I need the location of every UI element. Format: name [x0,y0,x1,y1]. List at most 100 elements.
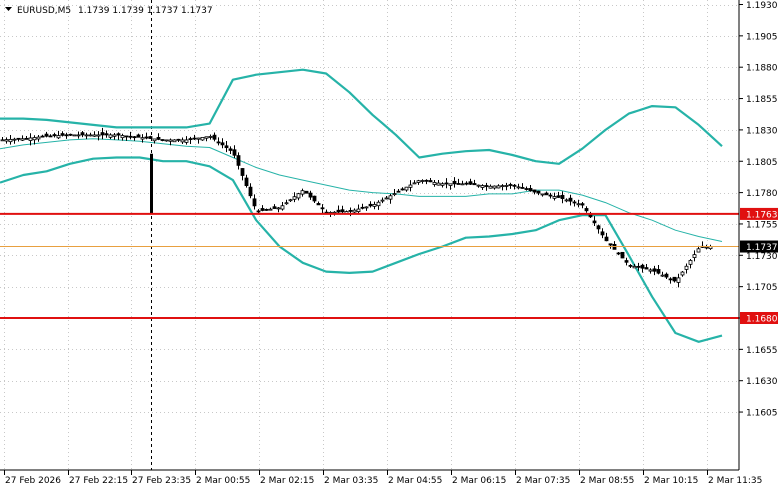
y-tick-label: 1.1905 [746,32,778,42]
candle-bull [288,199,293,202]
candle-bear [604,236,609,242]
candle-bear [464,182,469,185]
level-labels: 1.1763 1.1680 1.1737 [740,207,778,325]
candle-bear [468,181,473,185]
candle-bull [72,134,77,137]
candle-bull [480,185,485,188]
x-tick-label: 2 Mar 06:15 [452,476,506,486]
candle-bear [424,179,429,182]
candle-bear [48,135,53,138]
candle-bear [396,190,401,193]
candle-bull [204,136,209,139]
candle-bear [620,251,625,259]
candle-bear [548,194,553,197]
x-tick-label: 2 Mar 07:35 [516,476,570,486]
candle-bull [356,208,361,212]
candle-bull [152,138,157,142]
candle-bear [616,252,621,255]
dropdown-triangle-icon[interactable] [5,7,12,11]
candle-bear [656,269,661,274]
candle-bear [624,260,629,263]
time-axis[interactable]: 27 Feb 2026 27 Feb 22:15 27 Feb 23:35 2 Mar… [4,470,763,486]
candle-bear [136,134,141,138]
y-tick-label: 1.1630 [746,377,778,387]
candle-bear [160,139,165,141]
candle-bull [384,197,389,200]
candle-bear [128,135,133,138]
level-label: 1.1680 [746,315,778,325]
candle-bull [392,193,397,196]
candle-bull [88,134,93,137]
candle-bear [176,138,181,141]
candle-bear [596,225,601,230]
candle-bull [120,135,125,139]
x-tick-label: 2 Mar 08:55 [580,476,634,486]
candle-bull [276,207,281,210]
candle-bear [148,136,153,139]
current-price-label: 1.1737 [746,243,778,253]
candle-bull [284,202,289,205]
candle-bear [264,209,269,211]
candle-bear [664,273,669,278]
candle-bear [340,209,345,213]
candle-bear [584,208,589,212]
candle-bull [180,139,185,143]
candle-bull [208,136,213,138]
candle-bull [92,134,97,137]
candle-bear [520,187,525,189]
candle-bull [296,193,301,199]
candle-bear [348,210,353,212]
candle-bear [628,264,633,267]
candle-bear [272,206,277,209]
y-tick-label: 1.1880 [746,64,778,74]
candle-bear [132,136,137,139]
candle-bull [684,265,689,270]
candle-bear [44,133,49,137]
candle-bull [380,199,385,202]
candle-bear [124,135,129,138]
candle-bull [172,139,177,143]
candle-bear [360,206,365,209]
candle-bull [32,137,37,141]
candle-bear [52,134,57,137]
candle-bull [660,274,665,277]
candle-bear [100,132,105,136]
candle-bear [24,137,29,140]
x-tick-label: 2 Mar 00:55 [196,476,250,486]
y-tick-label: 1.1755 [746,220,778,230]
candle-bull [504,185,509,187]
candle-bear [572,201,577,204]
candle-bear [636,265,641,268]
candle-bear [640,264,645,269]
candle-bear [144,136,149,139]
candle-bear [320,207,325,210]
candle-bear [672,276,677,282]
x-tick-label: 2 Mar 11:35 [708,476,762,486]
candle-bear [308,192,313,198]
candle-bear [508,184,513,186]
candle-bull [300,190,305,195]
price-levels [0,212,739,319]
candle-bull [576,203,581,206]
candle-bear [304,190,309,194]
candle-bull [8,138,13,143]
candle-bear [444,182,449,185]
candle-bull [408,184,413,188]
candle-bear [68,133,73,136]
candle-bull [0,139,5,142]
current-price-label-bg [740,240,778,253]
candle-bull [372,204,377,207]
indicator-series [0,68,723,343]
candle-bear [336,209,341,213]
candle-bear [260,208,265,211]
candle-bull [364,206,369,209]
candle-bull [376,201,381,207]
candle-bull [404,186,409,191]
candle-bear [512,184,517,187]
candle-bear [428,180,433,183]
candle-bull [36,136,41,140]
candle-bull [540,193,545,196]
candle-bear [240,168,245,176]
candle-bull [280,205,285,210]
